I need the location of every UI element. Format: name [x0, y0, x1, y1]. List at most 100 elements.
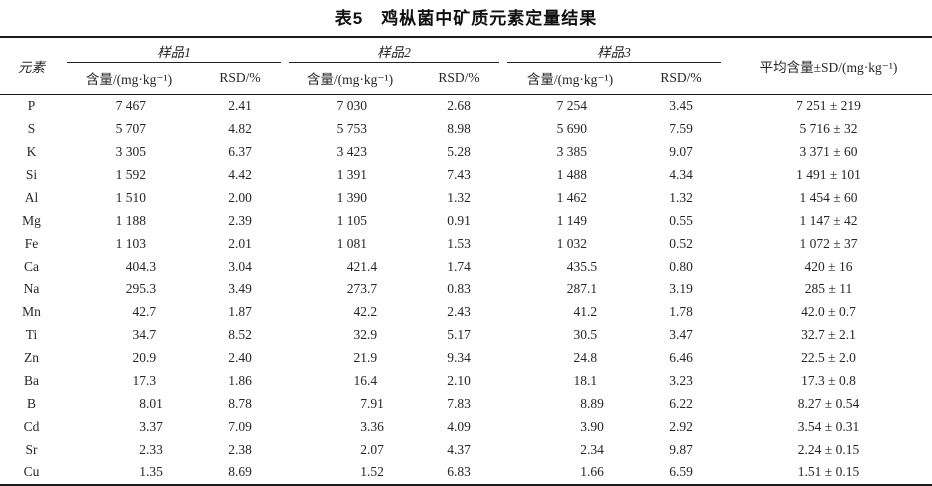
content-cell-sample3: 435.5 — [566, 258, 598, 274]
rsd-cell-sample1: 8.52 — [228, 327, 252, 343]
mean-cell: 5 716 ± 32 — [799, 121, 858, 137]
element-cell: Mn — [22, 304, 41, 320]
content-cell-sample2: 1 081 — [336, 235, 367, 251]
element-cell: Ba — [24, 372, 39, 388]
rsd-cell-sample3: 2.92 — [669, 418, 693, 434]
mean-cell: 17.3 ± 0.8 — [801, 372, 856, 388]
element-cell: Cu — [23, 464, 40, 480]
content-cell-sample3: 1.66 — [580, 464, 604, 480]
element-cell: Na — [23, 281, 40, 297]
content-cell-sample3: 287.1 — [566, 281, 598, 297]
content-cell-sample3: 3.90 — [580, 418, 604, 434]
content-cell-sample1: 295.3 — [125, 281, 157, 297]
mean-cell: 1 072 ± 37 — [799, 235, 858, 251]
content-cell-sample1: 8.01 — [139, 395, 163, 411]
sample1-group-label: 样品1 — [67, 38, 281, 63]
content-cell-sample1: 34.7 — [132, 327, 157, 343]
table-row: K 3 305 6.37 3 423 5.28 3 385 9.07 3 371 ± 60 — [0, 141, 932, 164]
content-cell-sample3: 7 254 — [556, 98, 587, 114]
rsd-cell-sample1: 2.01 — [228, 235, 252, 251]
rsd-cell-sample3: 6.46 — [669, 350, 693, 366]
element-cell: Ca — [24, 258, 39, 274]
table-row: Mn 42.7 1.87 42.2 2.43 41.2 1.78 42.0 ± 0.7 — [0, 301, 932, 324]
sample3-group-label: 样品3 — [507, 38, 721, 63]
rsd-cell-sample2: 0.83 — [447, 281, 471, 297]
rsd-cell-sample1: 4.82 — [228, 121, 252, 137]
column-header-rsd-sample2: RSD/% — [438, 70, 480, 85]
rsd-cell-sample3: 3.23 — [669, 372, 693, 388]
element-cell: Si — [25, 167, 38, 183]
column-header-rsd-sample1: RSD/% — [219, 70, 261, 85]
content-cell-sample2: 421.4 — [346, 258, 378, 274]
rsd-cell-sample3: 0.52 — [669, 235, 693, 251]
rsd-cell-sample3: 1.32 — [669, 189, 693, 205]
content-cell-sample2: 2.07 — [360, 441, 384, 457]
rsd-cell-sample1: 8.78 — [228, 395, 252, 411]
mean-cell: 8.27 ± 0.54 — [797, 395, 860, 411]
content-cell-sample1: 1 510 — [115, 189, 146, 205]
element-cell: Mg — [22, 212, 41, 228]
content-cell-sample2: 21.9 — [353, 350, 378, 366]
mean-cell: 3 371 ± 60 — [799, 144, 858, 160]
content-cell-sample2: 32.9 — [353, 327, 378, 343]
content-cell-sample3: 1 462 — [556, 189, 587, 205]
content-cell-sample2: 1 105 — [336, 212, 367, 228]
table-row: Na 295.3 3.49 273.7 0.83 287.1 3.19 285 ± 11 — [0, 278, 932, 301]
rsd-cell-sample2: 2.43 — [447, 304, 471, 320]
mean-cell: 22.5 ± 2.0 — [801, 350, 856, 366]
content-cell-sample3: 1 488 — [556, 167, 587, 183]
rsd-cell-sample2: 5.28 — [447, 144, 471, 160]
content-cell-sample2: 1 390 — [336, 189, 367, 205]
column-group-sample2: 样品2 — [285, 37, 503, 63]
mean-cell: 420 ± 16 — [804, 258, 853, 274]
rsd-cell-sample3: 3.19 — [669, 281, 693, 297]
rsd-cell-sample3: 9.07 — [669, 144, 693, 160]
rsd-cell-sample1: 1.86 — [228, 372, 252, 388]
rsd-cell-sample2: 6.83 — [447, 464, 471, 480]
content-cell-sample2: 1.52 — [360, 464, 384, 480]
column-header-element: 元素 — [18, 60, 45, 75]
rsd-cell-sample1: 1.87 — [228, 304, 252, 320]
column-header-rsd-sample3: RSD/% — [660, 70, 702, 85]
element-cell: Ti — [25, 327, 38, 343]
column-header-content-sample1: 含量/(mg·kg⁻¹) — [85, 72, 173, 87]
content-cell-sample3: 2.34 — [580, 441, 604, 457]
mineral-elements-table: 元素 样品1 样品2 样品3 平均含量±SD/(mg·kg⁻¹) 含量/(mg·… — [0, 36, 932, 486]
content-cell-sample3: 1 032 — [556, 235, 587, 251]
content-cell-sample1: 1 188 — [115, 212, 146, 228]
table-header: 元素 样品1 样品2 样品3 平均含量±SD/(mg·kg⁻¹) 含量/(mg·… — [0, 37, 932, 95]
header-row-groups: 元素 样品1 样品2 样品3 平均含量±SD/(mg·kg⁻¹) — [0, 37, 932, 75]
content-cell-sample3: 24.8 — [573, 350, 598, 366]
table-row: Zn 20.9 2.40 21.9 9.34 24.8 6.46 22.5 ± 2.0 — [0, 347, 932, 370]
element-cell: P — [27, 98, 36, 114]
content-cell-sample3: 5 690 — [556, 121, 587, 137]
mean-cell: 285 ± 11 — [804, 281, 853, 297]
table-row: Sr 2.33 2.38 2.07 4.37 2.34 9.87 2.24 ± 0.15 — [0, 438, 932, 461]
content-cell-sample2: 7.91 — [360, 395, 384, 411]
content-cell-sample3: 1 149 — [556, 212, 587, 228]
content-cell-sample2: 7 030 — [336, 98, 367, 114]
content-cell-sample2: 273.7 — [346, 281, 378, 297]
rsd-cell-sample3: 6.59 — [669, 464, 693, 480]
content-cell-sample2: 1 391 — [336, 167, 367, 183]
rsd-cell-sample1: 3.49 — [228, 281, 252, 297]
element-cell: Fe — [24, 235, 39, 251]
rsd-cell-sample1: 2.00 — [228, 189, 252, 205]
rsd-cell-sample2: 7.83 — [447, 395, 471, 411]
content-cell-sample2: 42.2 — [353, 304, 378, 320]
rsd-cell-sample1: 2.39 — [228, 212, 252, 228]
element-cell: K — [26, 144, 37, 160]
table-row: Ba 17.3 1.86 16.4 2.10 18.1 3.23 17.3 ± 0.8 — [0, 370, 932, 393]
element-cell: Cd — [23, 418, 40, 434]
rsd-cell-sample2: 4.09 — [447, 418, 471, 434]
content-cell-sample3: 41.2 — [573, 304, 598, 320]
rsd-cell-sample1: 3.04 — [228, 258, 252, 274]
rsd-cell-sample2: 1.74 — [447, 258, 471, 274]
table-row: Mg 1 188 2.39 1 105 0.91 1 149 0.55 1 147 ± 42 — [0, 209, 932, 232]
rsd-cell-sample2: 4.37 — [447, 441, 471, 457]
rsd-cell-sample1: 4.42 — [228, 167, 252, 183]
column-header-content-sample3: 含量/(mg·kg⁻¹) — [526, 72, 614, 87]
column-header-content-sample2: 含量/(mg·kg⁻¹) — [306, 72, 394, 87]
content-cell-sample3: 30.5 — [573, 327, 598, 343]
